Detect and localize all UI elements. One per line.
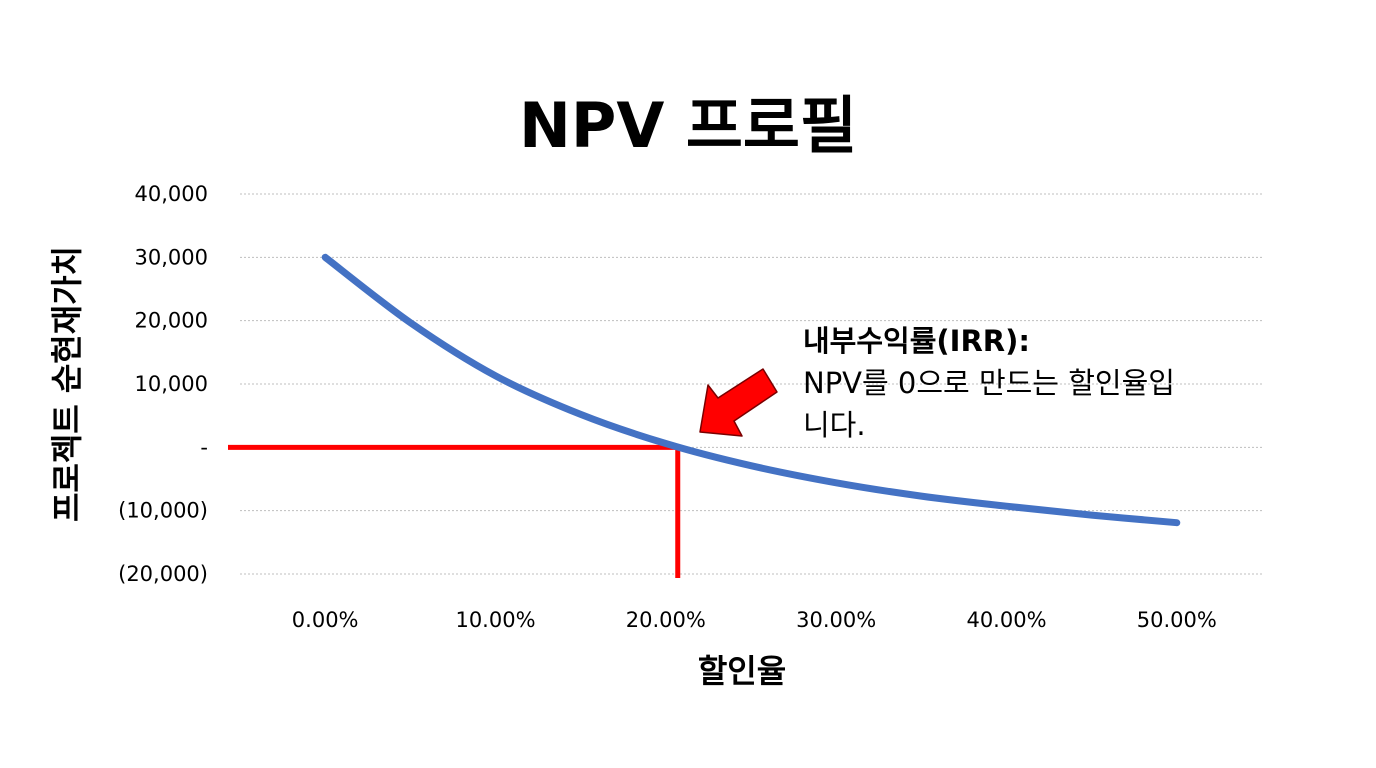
y-tick-label: 30,000: [135, 245, 208, 269]
y-tick-label: (10,000): [118, 499, 208, 523]
x-tick-label: 50.00%: [1137, 608, 1217, 632]
irr-arrow-icon: [699, 368, 778, 437]
annotation-title: 내부수익률(IRR):: [803, 324, 1030, 358]
y-tick-label: -: [200, 435, 208, 459]
y-tick-label: 10,000: [135, 372, 208, 396]
y-tick-label: 40,000: [135, 182, 208, 206]
x-tick-label: 20.00%: [626, 608, 706, 632]
npv-series-line: [321, 253, 1181, 527]
annotation-line-2: 니다.: [803, 408, 866, 442]
y-tick-label: 20,000: [135, 309, 208, 333]
x-tick-label: 30.00%: [796, 608, 876, 632]
x-tick-label: 0.00%: [292, 608, 359, 632]
series-layer: [321, 253, 1181, 527]
chart-title: NPV 프로필: [519, 89, 857, 162]
y-axis-tick-labels: 40,000 30,000 20,000 10,000 - (10,000) (20,000…: [118, 182, 208, 586]
x-tick-label: 40.00%: [966, 608, 1046, 632]
y-axis-title: 프로젝트 순현재가치: [48, 246, 86, 522]
irr-annotation: 내부수익률(IRR): NPV를 0으로 만드는 할인율입 니다.: [803, 324, 1175, 442]
annotation-line-1: NPV를 0으로 만드는 할인율입: [803, 366, 1175, 400]
x-axis-tick-labels: 0.00% 10.00% 20.00% 30.00% 40.00% 50.00%: [292, 608, 1217, 632]
x-axis-title: 할인율: [698, 652, 786, 690]
x-tick-label: 10.00%: [455, 608, 535, 632]
irr-marker-lines: [228, 444, 681, 578]
y-tick-label: (20,000): [118, 562, 208, 586]
